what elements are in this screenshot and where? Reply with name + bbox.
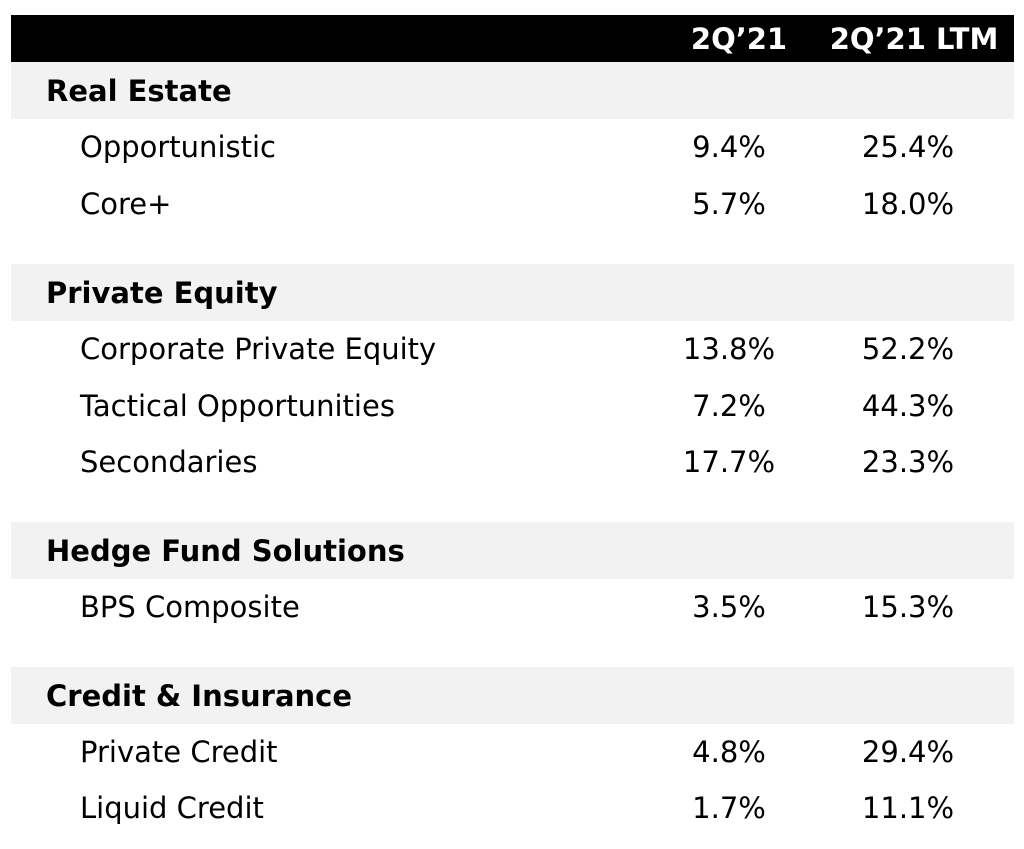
row-value-quarter: 4.8% xyxy=(692,735,766,769)
row-label: Secondaries xyxy=(80,445,258,479)
row-label: BPS Composite xyxy=(80,590,300,624)
row-value-quarter: 5.7% xyxy=(692,187,766,221)
section-label: Hedge Fund Solutions xyxy=(46,534,405,568)
row-value-ltm: 25.4% xyxy=(861,130,955,164)
section-label: Real Estate xyxy=(46,74,232,108)
row-label: Tactical Opportunities xyxy=(80,389,395,423)
row-value-quarter: 1.7% xyxy=(692,791,766,825)
row-value-quarter: 3.5% xyxy=(692,590,766,624)
row-value-ltm: 23.3% xyxy=(861,445,955,479)
table-row: Opportunistic 9.4% 25.4% xyxy=(11,119,1014,175)
section-header-hedge-fund-solutions: Hedge Fund Solutions xyxy=(11,522,1014,579)
row-label: Corporate Private Equity xyxy=(80,332,437,366)
row-value-ltm: 15.3% xyxy=(861,590,955,624)
table-row: Tactical Opportunities 7.2% 44.3% xyxy=(11,378,1014,434)
section-label: Private Equity xyxy=(46,276,278,310)
row-label: Opportunistic xyxy=(80,130,276,164)
table-row: Liquid Credit 1.7% 11.1% xyxy=(11,780,1014,836)
row-value-ltm: 52.2% xyxy=(861,332,955,366)
row-value-quarter: 17.7% xyxy=(682,445,776,479)
row-label: Liquid Credit xyxy=(80,791,264,825)
column-header-ltm: 2Q’21 LTM xyxy=(829,22,999,56)
row-value-ltm: 44.3% xyxy=(861,389,955,423)
table-row: Corporate Private Equity 13.8% 52.2% xyxy=(11,321,1014,377)
column-header-quarter: 2Q’21 xyxy=(690,22,788,56)
row-label: Core+ xyxy=(80,187,172,221)
row-value-quarter: 13.8% xyxy=(682,332,776,366)
table-header: 2Q’21 2Q’21 LTM xyxy=(11,15,1014,62)
table-row: BPS Composite 3.5% 15.3% xyxy=(11,579,1014,635)
section-header-credit-insurance: Credit & Insurance xyxy=(11,667,1014,724)
section-header-real-estate: Real Estate xyxy=(11,62,1014,119)
table-row: Private Credit 4.8% 29.4% xyxy=(11,724,1014,780)
table-row: Secondaries 17.7% 23.3% xyxy=(11,434,1014,490)
row-value-ltm: 18.0% xyxy=(861,187,955,221)
table-row: Core+ 5.7% 18.0% xyxy=(11,176,1014,232)
row-label: Private Credit xyxy=(80,735,278,769)
row-value-quarter: 7.2% xyxy=(692,389,766,423)
row-value-ltm: 11.1% xyxy=(861,791,955,825)
section-header-private-equity: Private Equity xyxy=(11,264,1014,321)
section-label: Credit & Insurance xyxy=(46,679,353,713)
row-value-quarter: 9.4% xyxy=(692,130,766,164)
row-value-ltm: 29.4% xyxy=(861,735,955,769)
